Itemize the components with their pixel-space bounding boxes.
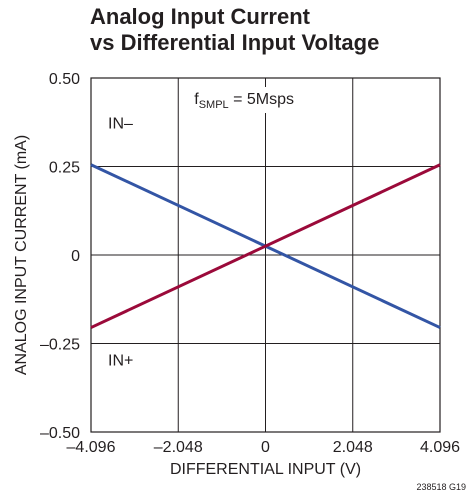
plot-frame — [90, 77, 441, 433]
chart-title-line-1: Analog Input Current — [90, 4, 310, 29]
sample-rate-annotation: fSMPL = 5Msps — [194, 91, 294, 111]
annotation-suffix: = 5Msps — [229, 91, 294, 108]
annotation-subscript: SMPL — [199, 99, 229, 111]
series-label: IN– — [108, 115, 133, 132]
series-label-background — [104, 349, 150, 372]
x-axis-label: DIFFERENTIAL INPUT (V) — [170, 461, 361, 478]
y-tick-label: 0.50 — [49, 71, 80, 88]
grid — [91, 78, 440, 432]
y-tick-label: 0.25 — [49, 160, 80, 177]
series-labels: IN– IN+ — [104, 112, 150, 372]
series-label-background — [104, 112, 150, 135]
x-tick-label: 0 — [261, 439, 270, 456]
x-tick-labels: –4.096 –2.048 0 2.048 4.096 — [67, 439, 461, 456]
figure-id: 238518 G19 — [416, 482, 466, 492]
chart-title-line-2: vs Differential Input Voltage — [90, 30, 380, 55]
y-tick-label: –0.50 — [40, 425, 80, 442]
chart-title: Analog Input Current vs Differential Inp… — [90, 4, 379, 56]
x-tick-label: 4.096 — [420, 439, 460, 456]
y-axis-label: ANALOG INPUT CURRENT (mA) — [13, 135, 30, 375]
annotation-background — [190, 87, 331, 113]
y-tick-labels: 0.50 0.25 0 –0.25 –0.50 — [40, 71, 80, 442]
series-line — [90, 163, 441, 329]
series-lines — [90, 163, 441, 329]
series-label: IN+ — [108, 352, 133, 369]
annotation-prefix: f — [194, 91, 199, 108]
x-tick-label: 2.048 — [333, 439, 373, 456]
y-tick-label: 0 — [71, 248, 80, 265]
x-tick-label: –4.096 — [67, 439, 116, 456]
y-tick-label: –0.25 — [40, 337, 80, 354]
x-tick-label: –2.048 — [154, 439, 203, 456]
